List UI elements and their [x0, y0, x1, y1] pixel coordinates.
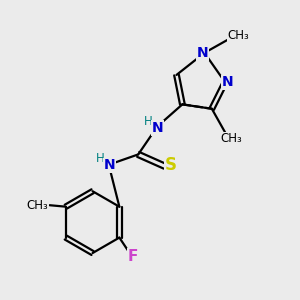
Text: CH₃: CH₃	[26, 199, 48, 212]
Text: CH₃: CH₃	[220, 132, 242, 145]
Text: H: H	[144, 115, 153, 128]
Text: F: F	[128, 249, 138, 264]
Text: H: H	[96, 152, 104, 165]
Text: N: N	[152, 121, 164, 135]
Text: N: N	[222, 75, 233, 89]
Text: S: S	[165, 156, 177, 174]
Text: N: N	[196, 46, 208, 60]
Text: CH₃: CH₃	[227, 29, 249, 42]
Text: N: N	[103, 158, 115, 172]
